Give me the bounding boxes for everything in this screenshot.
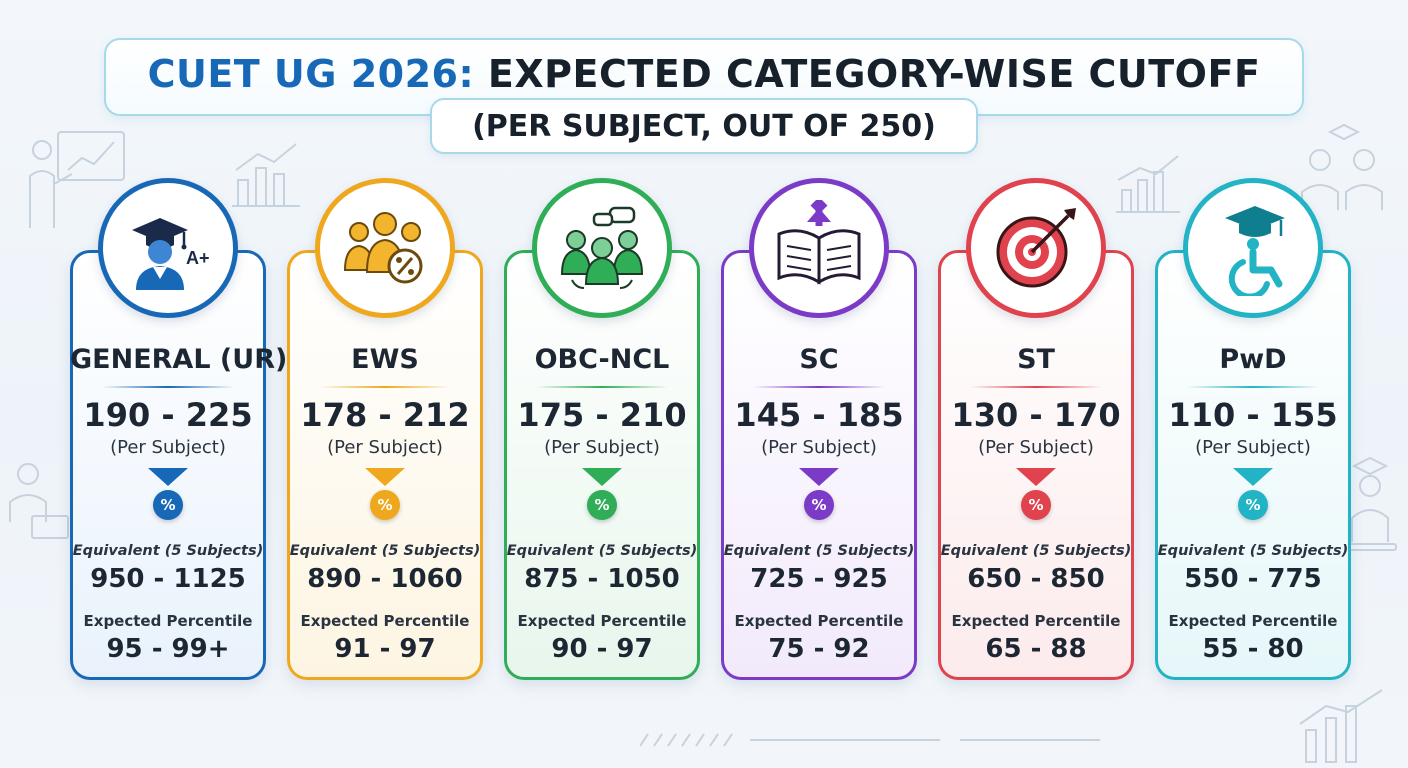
card-pointer (799, 468, 839, 486)
category-card-sc: SC 145 - 185 (Per Subject) % Equivalent … (721, 178, 917, 684)
card-panel (721, 250, 917, 680)
per-subject-label: (Per Subject) (978, 437, 1094, 458)
card-panel (287, 250, 483, 680)
divider (319, 386, 451, 388)
category-card-pwd: PwD 110 - 155 (Per Subject) % Equivalent… (1155, 178, 1351, 684)
icon-badge (966, 178, 1106, 318)
equivalent-value: 725 - 925 (750, 564, 888, 594)
background-bar-chart-icon (232, 143, 300, 207)
percentile-label: Expected Percentile (300, 612, 470, 630)
percent-badge-icon: % (370, 490, 400, 520)
percentile-label: Expected Percentile (1168, 612, 1338, 630)
divider (102, 386, 234, 388)
target-arrow-icon (996, 208, 1076, 288)
divider (753, 386, 885, 388)
card-pointer (1233, 468, 1273, 486)
equivalent-label: Equivalent (5 Subjects) (72, 543, 264, 559)
percentile-value: 75 - 92 (768, 634, 870, 664)
icon-badge (315, 178, 455, 318)
percent-badge-icon: % (1021, 490, 1051, 520)
background-presenter-chart-icon (29, 131, 125, 228)
cutoff-range: 145 - 185 (734, 396, 904, 434)
icon-badge (749, 178, 889, 318)
percent-badge-icon: % (587, 490, 617, 520)
cutoff-range: 175 - 210 (517, 396, 687, 434)
percentile-label: Expected Percentile (83, 612, 253, 630)
equivalent-value: 950 - 1125 (90, 564, 246, 594)
category-card-general: A+ GENERAL (UR) 190 - 225 (Per Subject) … (70, 178, 288, 684)
background-growth-chart-icon (1116, 155, 1180, 213)
percentile-value: 55 - 80 (1202, 634, 1304, 664)
percentile-value: 95 - 99+ (106, 634, 230, 664)
card-pointer (365, 468, 405, 486)
cutoff-range: 178 - 212 (300, 396, 470, 434)
card-pointer (1016, 468, 1056, 486)
percentile-value: 65 - 88 (985, 634, 1087, 664)
graduate-aplus-icon: A+ (132, 218, 210, 290)
title-main: EXPECTED CATEGORY-WISE CUTOFF (474, 52, 1261, 96)
cutoff-range: 110 - 155 (1168, 396, 1338, 434)
category-name: SC (799, 344, 839, 375)
equivalent-value: 650 - 850 (967, 564, 1105, 594)
equivalent-label: Equivalent (5 Subjects) (289, 543, 481, 559)
percentile-value: 90 - 97 (551, 634, 653, 664)
equivalent-label: Equivalent (5 Subjects) (723, 543, 915, 559)
group-percent-icon (343, 212, 423, 284)
equivalent-value: 550 - 775 (1184, 564, 1322, 594)
background-classroom-icon (9, 463, 69, 539)
book-arrow-up-icon (777, 200, 861, 285)
icon-badge (532, 178, 672, 318)
card-panel (938, 250, 1134, 680)
divider (1187, 386, 1319, 388)
card-pointer (148, 468, 188, 486)
equivalent-label: Equivalent (5 Subjects) (940, 543, 1132, 559)
cutoff-range: 130 - 170 (951, 396, 1121, 434)
percentile-label: Expected Percentile (951, 612, 1121, 630)
card-panel (504, 250, 700, 680)
background-study-group-icon (1301, 123, 1383, 210)
title-accent: CUET UG 2026: (147, 52, 475, 96)
background-dashes-icon (640, 733, 1100, 747)
percent-badge-icon: % (804, 490, 834, 520)
category-name: EWS (351, 344, 419, 375)
percentile-label: Expected Percentile (517, 612, 687, 630)
category-name: OBC-NCL (534, 344, 670, 375)
team-discussion-icon (560, 206, 644, 289)
per-subject-label: (Per Subject) (1195, 437, 1311, 458)
per-subject-label: (Per Subject) (327, 437, 443, 458)
divider (970, 386, 1102, 388)
card-panel (70, 250, 266, 680)
category-card-obc-ncl: OBC-NCL 175 - 210 (Per Subject) % Equiva… (504, 178, 700, 684)
category-name: ST (1017, 344, 1055, 375)
category-card-ews: EWS 178 - 212 (Per Subject) % Equivalent… (287, 178, 483, 684)
card-panel (1155, 250, 1351, 680)
icon-text: A+ (186, 248, 210, 268)
title-banner (104, 38, 1304, 116)
equivalent-value: 890 - 1060 (307, 564, 463, 594)
icon-badge: A+ (98, 178, 238, 318)
category-name: PwD (1219, 344, 1287, 375)
page-title: CUET UG 2026: EXPECTED CATEGORY-WISE CUT… (104, 52, 1304, 96)
category-name: GENERAL (UR) (70, 344, 288, 375)
page-subtitle: (PER SUBJECT, OUT OF 250) (430, 98, 978, 154)
percent-badge-icon: % (153, 490, 183, 520)
percent-badge-icon: % (1238, 490, 1268, 520)
card-pointer (582, 468, 622, 486)
equivalent-label: Equivalent (5 Subjects) (506, 543, 698, 559)
graduate-wheelchair-icon (1225, 206, 1285, 296)
equivalent-label: Equivalent (5 Subjects) (1157, 543, 1349, 559)
percentile-label: Expected Percentile (734, 612, 904, 630)
icon-badge (1183, 178, 1323, 318)
equivalent-value: 875 - 1050 (524, 564, 680, 594)
percentile-value: 91 - 97 (334, 634, 436, 664)
per-subject-label: (Per Subject) (544, 437, 660, 458)
background-corner-chart-icon (1299, 689, 1383, 763)
cutoff-range: 190 - 225 (83, 396, 253, 434)
per-subject-label: (Per Subject) (761, 437, 877, 458)
divider (536, 386, 668, 388)
category-card-st: ST 130 - 170 (Per Subject) % Equivalent … (938, 178, 1134, 684)
per-subject-label: (Per Subject) (110, 437, 226, 458)
